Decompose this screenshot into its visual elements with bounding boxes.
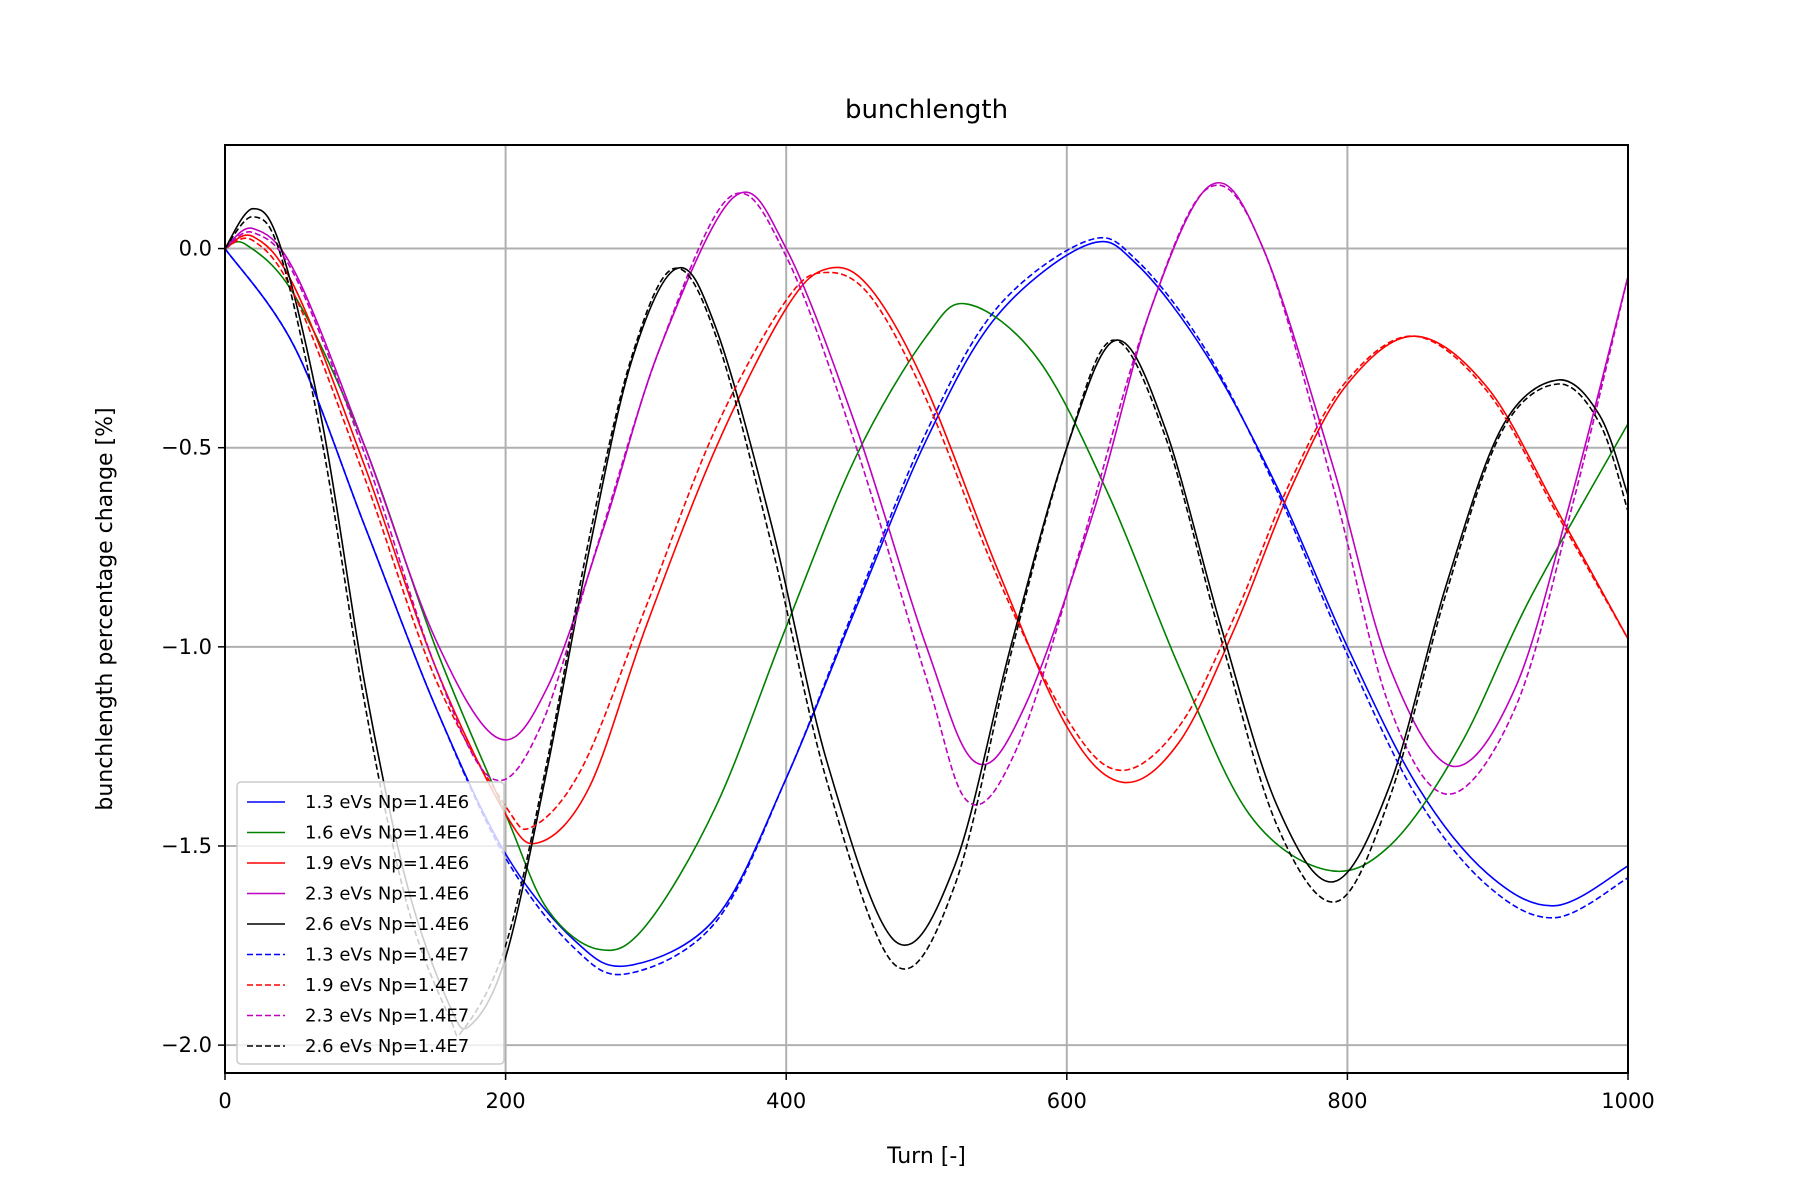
axis-ticks: 0 200 400 600 800 1000 0.0 −0.5 −1.0 −1.5 −2.0: [161, 237, 1655, 1113]
series-line-4: [225, 182, 1628, 768]
series-line-3: [225, 234, 1628, 845]
x-tick-label: 800: [1327, 1089, 1367, 1113]
y-tick-label: −1.5: [161, 834, 212, 858]
plot-frame: [224, 144, 1629, 1074]
grid: [224, 145, 1629, 1073]
legend-entry: 2.3 eVs Np=1.4E7: [305, 1006, 469, 1027]
series-line-6: [225, 236, 1628, 976]
legend-entry: 1.3 eVs Np=1.4E6: [305, 792, 469, 813]
x-tick-label: 600: [1047, 1089, 1087, 1113]
x-tick-label: 1000: [1601, 1089, 1654, 1113]
y-axis-label: bunchlength percentage change [%]: [93, 407, 118, 810]
chart-title: bunchlength: [845, 95, 1008, 125]
y-tick-label: 0.0: [179, 237, 212, 261]
x-tick-label: 0: [218, 1089, 231, 1113]
series-line-2: [225, 240, 1628, 952]
legend-entry: 2.3 eVs Np=1.4E6: [305, 884, 469, 905]
legend-entry: 1.9 eVs Np=1.4E7: [305, 975, 469, 996]
y-tick-label: −0.5: [161, 436, 212, 460]
legend-entry: 1.9 eVs Np=1.4E6: [305, 853, 469, 874]
x-tick-label: 400: [766, 1089, 806, 1113]
legend-entry: 2.6 eVs Np=1.4E6: [305, 914, 469, 935]
x-tick-label: 200: [486, 1089, 526, 1113]
y-tick-label: −1.0: [161, 635, 212, 659]
series-line-7: [225, 237, 1628, 831]
legend-box: [236, 781, 505, 1065]
series-line-8: [225, 184, 1628, 806]
x-axis-label: Turn [-]: [886, 1144, 966, 1169]
legend-entry: 1.6 eVs Np=1.4E6: [305, 823, 469, 844]
legend: 1.3 eVs Np=1.4E6 1.6 eVs Np=1.4E6 1.9 eVs …: [236, 781, 505, 1065]
legend-entry: 1.3 eVs Np=1.4E7: [305, 945, 469, 966]
legend-entry: 2.6 eVs Np=1.4E7: [305, 1036, 469, 1057]
y-tick-label: −2.0: [161, 1033, 212, 1057]
